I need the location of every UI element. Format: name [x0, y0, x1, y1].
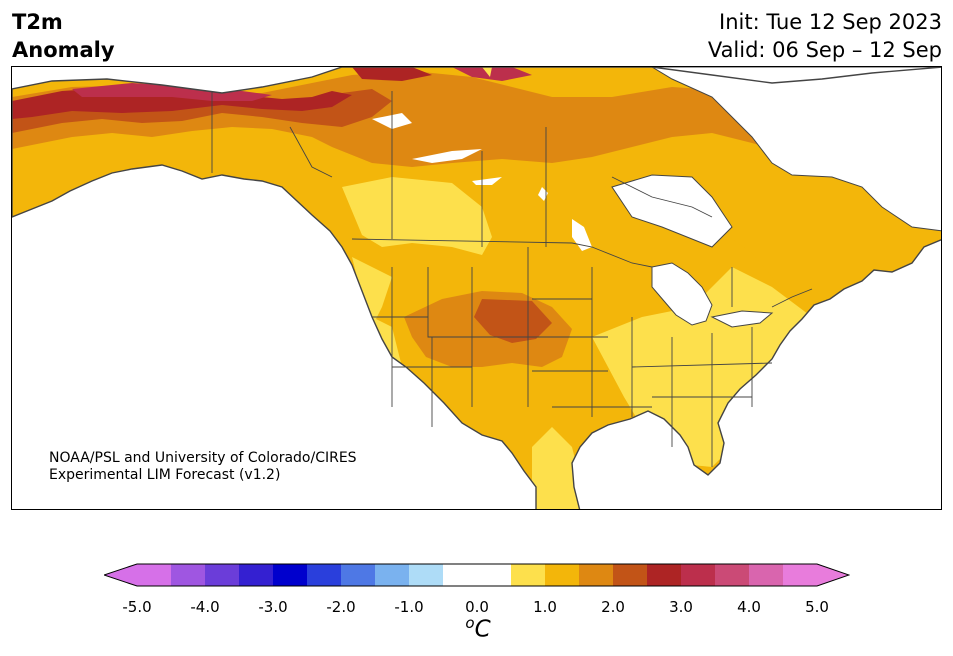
colorbar-cell	[171, 564, 206, 586]
colorbar-cell	[137, 564, 172, 586]
anomaly-map	[11, 66, 942, 510]
colorbar	[104, 563, 850, 587]
colorbar-cell	[783, 564, 818, 586]
colorbar-tick-label: 2.0	[601, 598, 625, 616]
colorbar-cell	[205, 564, 240, 586]
colorbar-tick-label: 4.0	[737, 598, 761, 616]
colorbar-tick-label: -2.0	[326, 598, 356, 616]
colorbar-cell	[613, 564, 648, 586]
title-line-2: Anomaly	[12, 38, 115, 62]
colorbar-tick-label: 3.0	[669, 598, 693, 616]
colorbar-cell	[749, 564, 784, 586]
valid-range: Valid: 06 Sep – 12 Sep	[707, 38, 942, 62]
colorbar-cell	[375, 564, 410, 586]
colorbar-tick-label: 1.0	[533, 598, 557, 616]
colorbar-unit-label: oC	[456, 614, 500, 643]
forecast-dates: Init: Tue 12 Sep 2023 Valid: 06 Sep – 12…	[708, 8, 942, 64]
colorbar-tick-label: 5.0	[805, 598, 829, 616]
map-title: T2m Anomaly	[12, 8, 115, 64]
colorbar-cell	[545, 564, 580, 586]
colorbar-cell	[307, 564, 342, 586]
credit-text: NOAA/PSL and University of Colorado/CIRE…	[49, 450, 357, 484]
colorbar-tick-label: 0.0	[465, 598, 489, 616]
init-date: Init: Tue 12 Sep 2023	[719, 10, 942, 34]
colorbar-cell	[409, 564, 444, 586]
colorbar-cell	[579, 564, 614, 586]
colorbar-cell	[647, 564, 682, 586]
colorbar-cell	[443, 564, 478, 586]
unit-superscript: o	[465, 614, 475, 632]
colorbar-cell	[715, 564, 750, 586]
colorbar-cell	[511, 564, 546, 586]
borders	[211, 91, 813, 467]
colorbar-cell	[273, 564, 308, 586]
colorbar-tick-label: -4.0	[190, 598, 220, 616]
colorbar-tick-label: -5.0	[122, 598, 152, 616]
colorbar-extend-max	[817, 564, 849, 586]
unit-base: C	[474, 616, 491, 643]
colorbar-cell	[341, 564, 376, 586]
colorbar-extend-min	[104, 564, 137, 586]
map-svg	[12, 67, 941, 509]
colorbar-tick-label: -1.0	[394, 598, 424, 616]
credit-line-2: Experimental LIM Forecast (v1.2)	[49, 467, 281, 483]
colorbar-cell	[681, 564, 716, 586]
colorbar-tick-label: -3.0	[258, 598, 288, 616]
colorbar-cell	[239, 564, 274, 586]
colorbar-cell	[477, 564, 512, 586]
title-line-1: T2m	[12, 10, 63, 34]
water-bodies	[372, 67, 941, 328]
credit-line-1: NOAA/PSL and University of Colorado/CIRE…	[49, 450, 357, 466]
